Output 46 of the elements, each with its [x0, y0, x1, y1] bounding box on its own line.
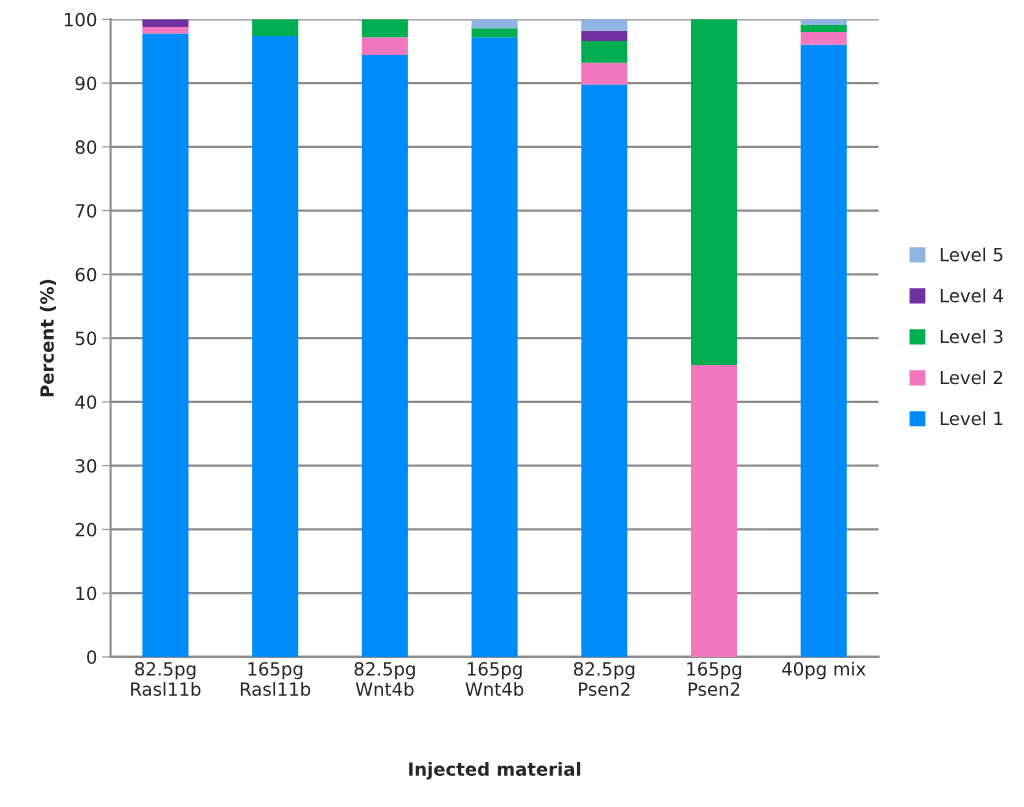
bar	[361, 37, 408, 56]
bar	[361, 19, 408, 38]
legend-label: Level 3	[940, 329, 1003, 344]
x-tick-label: 165pg Psen2	[687, 662, 742, 696]
bar	[142, 19, 189, 28]
bar	[142, 27, 189, 34]
bar	[690, 19, 738, 365]
bar	[800, 25, 847, 33]
x-tick-label: 82.5pg Psen2	[573, 662, 635, 696]
y-tick-label: 80	[75, 140, 97, 154]
y-tick-label: 10	[76, 586, 97, 601]
bar	[581, 19, 628, 31]
x-tick-label: 165pg Rasl11b	[240, 662, 311, 696]
bar	[581, 84, 628, 657]
x-axis-title: Injected material	[409, 761, 581, 780]
y-tick-label: 0	[87, 650, 97, 665]
bar	[471, 19, 518, 29]
x-tick-label: 82.5pg Wnt4b	[354, 662, 415, 696]
y-tick-label: 40	[75, 395, 97, 409]
bar	[252, 35, 299, 657]
y-tick-label: 60	[75, 267, 97, 282]
y-tick-label: 100	[64, 12, 97, 27]
x-tick-label: 82.5pg Rasl11b	[131, 662, 201, 696]
bar	[471, 28, 518, 38]
bar	[581, 30, 628, 42]
bar	[581, 62, 628, 85]
y-tick-label: 20	[75, 522, 97, 537]
bar	[581, 41, 628, 63]
bar	[252, 19, 299, 36]
y-tick-label: 30	[75, 459, 97, 473]
y-tick-label: 50	[75, 331, 97, 346]
bar	[471, 37, 518, 657]
x-tick-label: 165pg Wnt4b	[465, 662, 524, 696]
bar	[690, 364, 738, 657]
legend-label: Level 2	[940, 370, 1003, 385]
x-tick-label: 40pg mix	[782, 661, 866, 680]
legend-label: Level 4	[940, 288, 1003, 303]
bar	[142, 33, 189, 657]
legend-label: Level 5	[940, 247, 1003, 262]
y-tick-label: 90	[75, 76, 97, 91]
bar	[800, 32, 847, 45]
bar	[361, 55, 408, 657]
legend-label: Level 1	[940, 411, 1003, 426]
y-axis-title: Percent (%)	[39, 279, 56, 397]
bar	[800, 44, 847, 657]
y-tick-label: 70	[75, 204, 97, 218]
